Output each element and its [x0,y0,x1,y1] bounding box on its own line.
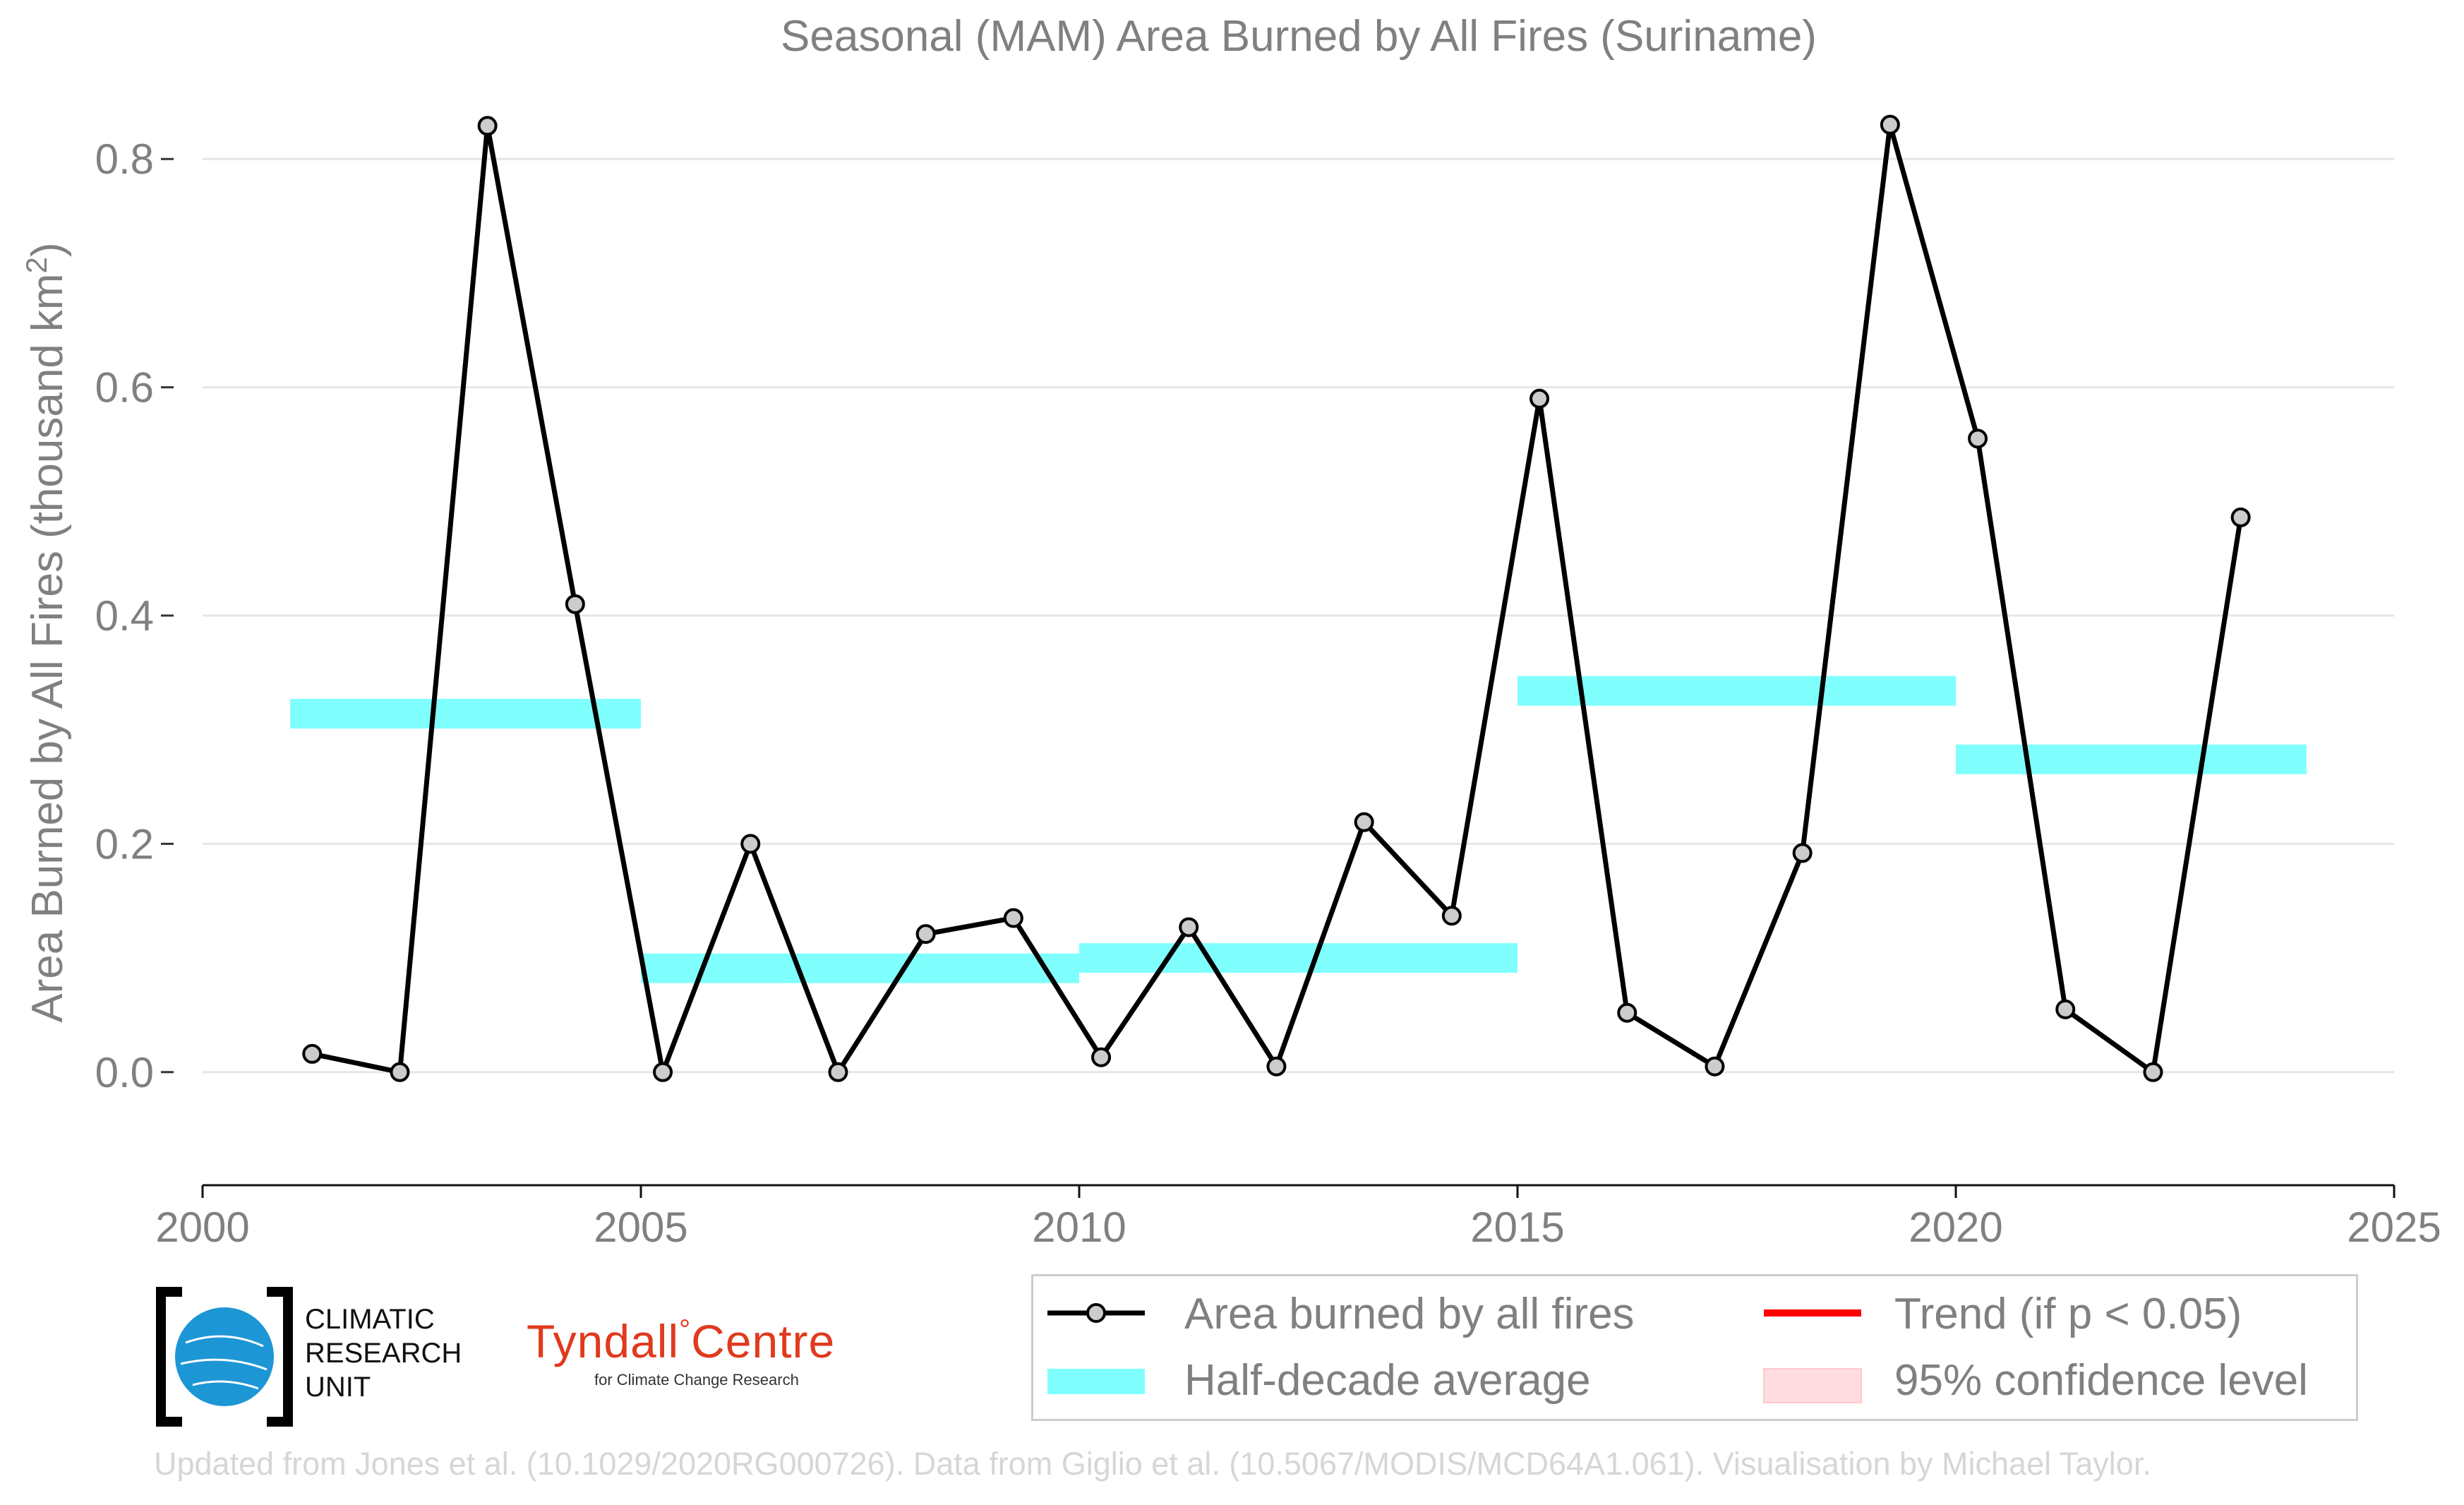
half-decade-bar [1079,943,1518,973]
half-decade-bar [1956,744,2307,774]
half-decade-bar [290,699,641,729]
legend-label-confidence: 95% confidence level [1894,1356,2308,1405]
data-point [390,1062,410,1082]
y-tick-label: 0.2 [95,820,154,868]
data-point [2230,507,2251,527]
legend-swatch-confidence [1763,1368,1862,1403]
data-point [1705,1056,1725,1077]
data-point [1530,388,1550,409]
data-point [828,1062,848,1082]
legend-swatch-marker [1086,1303,1106,1323]
y-tick-label: 0.8 [95,136,154,183]
x-tick-label: 2015 [1470,1204,1564,1251]
data-point [915,924,936,945]
legend-swatch-half-decade [1047,1369,1145,1394]
half-decade-bar [641,953,1079,983]
data-point [2055,999,2076,1019]
data-point [1880,114,1900,135]
area-burned-line [311,122,2244,1075]
grid [203,157,2394,1074]
data-point [565,594,585,614]
tyndall-logo: Tyndall°Centre for Climate Change Resear… [527,1314,835,1389]
legend-label-half-decade: Half-decade average [1184,1356,1591,1405]
data-point [1091,1047,1112,1067]
data-point [477,116,498,136]
data-point [1441,906,1462,926]
tyndall-logo-subtitle: for Climate Change Research [594,1371,799,1389]
data-point [1792,843,1813,863]
cru-line-2: RESEARCH [305,1338,462,1369]
cru-logo [154,1286,295,1427]
data-point [653,1062,673,1082]
tyndall-name: Tyndall [527,1315,680,1367]
tyndall-degree: ° [679,1314,692,1345]
legend-label-area-burned: Area burned by all fires [1184,1290,1635,1338]
tyndall-logo-title: Tyndall°Centre [527,1314,835,1368]
x-tick-label: 2025 [2347,1204,2441,1251]
credit-text: Updated from Jones et al. (10.1029/2020R… [154,1446,2151,1482]
x-tick-label: 2000 [155,1204,249,1251]
legend: Area burned by all fires Trend (if p < 0… [1031,1274,2358,1421]
cru-line-3: UNIT [305,1372,371,1403]
cru-line-1: CLIMATIC [305,1304,435,1335]
data-point [1617,1002,1637,1023]
area-burned-series [302,114,2251,1082]
y-tick-label: 0.6 [95,364,154,412]
data-point [1266,1056,1287,1077]
chart-title: Seasonal (MAM) Area Burned by All Fires … [781,12,1817,61]
x-tick-label: 2020 [1909,1204,2002,1251]
half-decade-average-series [290,676,2307,983]
data-point [1968,428,1988,449]
half-decade-bar [1518,676,1956,706]
x-axis: 2000 2005 2010 2015 2020 2025 [155,1184,2441,1251]
legend-swatches [1047,1303,1862,1403]
y-tick-label: 0.0 [95,1049,154,1096]
data-point [740,834,761,854]
data-point [2143,1062,2163,1082]
cru-logo-text: CLIMATIC RESEARCH UNIT [305,1302,462,1404]
legend-label-trend: Trend (if p < 0.05) [1894,1290,2242,1338]
tyndall-centre: Centre [691,1315,836,1367]
y-tick-label: 0.4 [95,592,154,640]
y-axis: 0.0 0.2 0.4 0.6 0.8 [95,136,174,1096]
cru-logo-mark [156,1287,293,1427]
data-point [1354,812,1374,832]
data-point [1003,908,1023,928]
data-point [302,1043,323,1064]
data-point [1179,917,1199,937]
x-tick-label: 2005 [594,1204,687,1251]
x-tick-label: 2010 [1032,1204,1126,1251]
y-axis-label: Area Burned by All Fires (thousand km2) [20,242,72,1022]
